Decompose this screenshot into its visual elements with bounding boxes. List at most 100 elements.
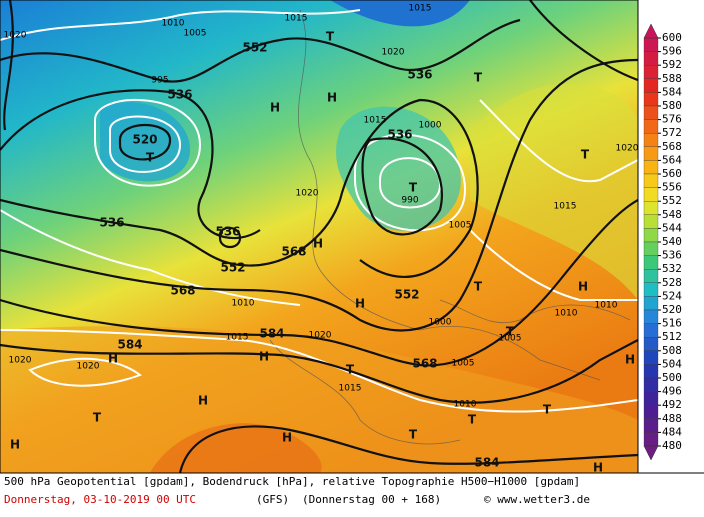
colorbar-tick-label: 548: [662, 208, 682, 221]
colorbar-cell: [643, 309, 659, 324]
contour-label: 552: [220, 261, 245, 275]
colorbar-arrow-top: [643, 23, 659, 39]
colorbar-tick-label: 572: [662, 126, 682, 139]
pressure-center: T: [93, 411, 102, 425]
pressure-center: H: [355, 297, 365, 311]
colorbar-cell: [643, 133, 659, 147]
isobar-label: 990: [401, 196, 418, 206]
contour-label: 536: [99, 216, 124, 230]
colorbar-cell: [643, 269, 659, 283]
colorbar-cell: [643, 255, 659, 270]
colorbar-cell: [643, 146, 659, 161]
colorbar-tick-label: 484: [662, 425, 682, 438]
isobar-label: 1020: [4, 31, 27, 41]
contour-label: 536: [215, 225, 240, 239]
colorbar-cell: [643, 51, 659, 66]
isobar-label: 1015: [554, 202, 577, 212]
pressure-center: T: [409, 428, 418, 442]
footer-model: (GFS): [256, 493, 289, 506]
colorbar-tick-label: 496: [662, 385, 682, 398]
colorbar-cell: [643, 78, 659, 93]
contour-label: 584: [117, 338, 142, 352]
isobar-label: 1000: [419, 121, 442, 131]
colorbar-cell: [643, 282, 659, 297]
isobar-label: 1005: [449, 221, 472, 231]
colorbar-tick-label: 500: [662, 371, 682, 384]
contour-label: 584: [474, 456, 499, 470]
colorbar-cell: [643, 160, 659, 175]
colorbar-tick-label: 516: [662, 317, 682, 330]
colorbar-tick-label: 584: [662, 85, 682, 98]
isobar-label: 1005: [184, 29, 207, 39]
colorbar-cell: [643, 350, 659, 365]
pressure-center: H: [198, 394, 208, 408]
contour-label: 536: [407, 68, 432, 82]
colorbar-tick-label: 504: [662, 357, 682, 370]
colorbar-cell: [643, 65, 659, 79]
contour-label: 568: [281, 245, 306, 259]
colorbar-cell: [643, 201, 659, 215]
colorbar-tick-label: 600: [662, 31, 682, 44]
pressure-center: H: [270, 101, 280, 115]
colorbar-tick-label: 544: [662, 221, 682, 234]
colorbar-cell: [643, 241, 659, 256]
colorbar-tick-label: 556: [662, 181, 682, 194]
contour-label: 568: [412, 357, 437, 371]
colorbar-tick-label: 488: [662, 412, 682, 425]
pressure-center: H: [10, 438, 20, 452]
colorbar-tick-label: 524: [662, 289, 682, 302]
colorbar-cell: [643, 228, 659, 243]
colorbar-tick-label: 512: [662, 330, 682, 343]
pressure-center: H: [282, 431, 292, 445]
colorbar-tick-label: 568: [662, 140, 682, 153]
isobar-label: 1010: [595, 301, 618, 311]
pressure-center: T: [543, 403, 552, 417]
colorbar-tick-label: 532: [662, 262, 682, 275]
isobar-label: 1020: [296, 189, 319, 199]
pressure-center: H: [108, 352, 118, 366]
footer-credit: © www.wetter3.de: [484, 493, 590, 506]
colorbar-cell: [643, 391, 659, 406]
colorbar-tick-label: 528: [662, 276, 682, 289]
colorbar-cell: [643, 187, 659, 202]
isobar-label: 1010: [454, 400, 477, 410]
colorbar-tick-label: 552: [662, 194, 682, 207]
colorbar-cell: [643, 119, 659, 134]
isobar-label: 1020: [77, 362, 100, 372]
colorbar-cell: [643, 214, 659, 229]
colorbar-cell: [643, 37, 659, 52]
footer-title: 500 hPa Geopotential [gpdam], Bodendruck…: [4, 475, 580, 488]
colorbar-cell: [643, 323, 659, 338]
isobar-label: 1015: [409, 4, 432, 14]
pressure-center: H: [625, 353, 635, 367]
isobar-label: 1010: [555, 309, 578, 319]
isobar-label: 1015: [364, 116, 387, 126]
isobar-label: 1015: [339, 384, 362, 394]
isobar-label: 1010: [232, 299, 255, 309]
colorbar-cell: [643, 296, 659, 311]
colorbar-tick-label: 596: [662, 45, 682, 58]
pressure-center: T: [146, 151, 155, 165]
pressure-center: T: [506, 325, 515, 339]
pressure-center: T: [409, 181, 418, 195]
isobar-label: 1020: [9, 356, 32, 366]
colorbar-tick-label: 536: [662, 249, 682, 262]
colorbar-cell: [643, 173, 659, 188]
isobar-label: 1015: [285, 14, 308, 24]
isobar-label: 1005: [452, 359, 475, 369]
colorbar-arrow-bottom: [643, 445, 659, 461]
contour-label: 520: [132, 133, 157, 147]
colorbar-cell: [643, 432, 659, 447]
isobar-label: 1020: [309, 331, 332, 341]
isobar-label: 1000: [429, 318, 452, 328]
contour-label: 536: [167, 88, 192, 102]
contour-label: 552: [394, 288, 419, 302]
colorbar-cell: [643, 377, 659, 392]
colorbar-tick-label: 576: [662, 113, 682, 126]
isobar-label: 995: [151, 76, 168, 86]
pressure-center: H: [593, 461, 603, 475]
isobar-label: 1020: [616, 144, 639, 154]
colorbar-tick-label: 520: [662, 303, 682, 316]
colorbar-tick-label: 592: [662, 58, 682, 71]
